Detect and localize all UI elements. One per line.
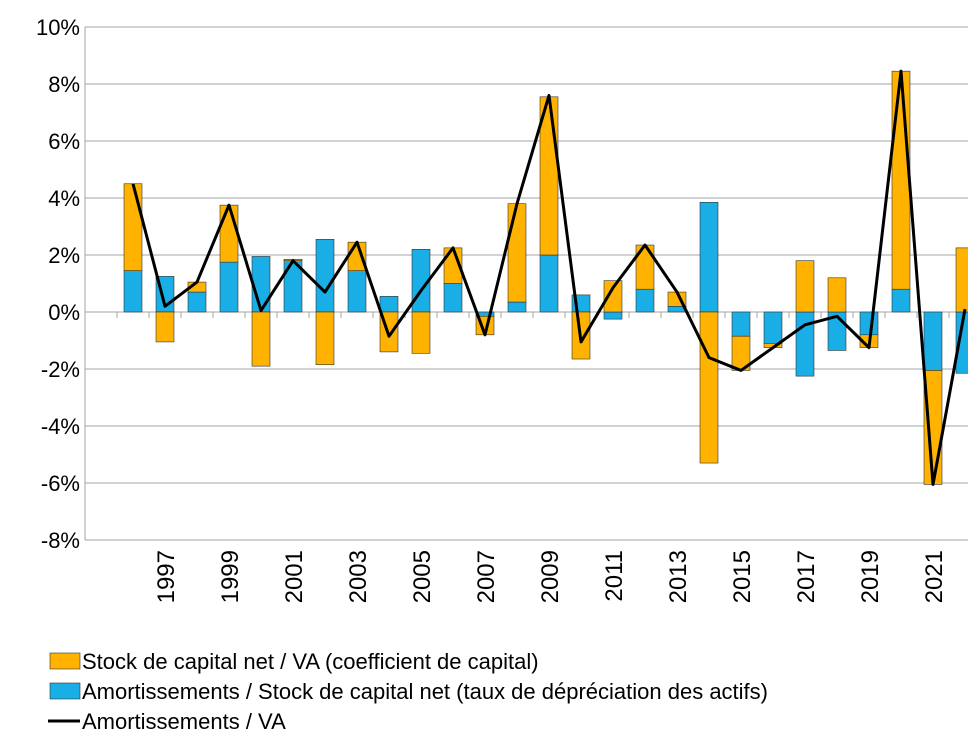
x-tick-label: 2009 [537, 550, 564, 603]
bar [603, 311, 623, 320]
bar [507, 301, 527, 313]
bar [155, 311, 175, 343]
bar [635, 288, 655, 313]
y-tick-label: 0% [48, 300, 80, 325]
x-tick-label: 1997 [153, 550, 180, 603]
y-tick-label: -6% [41, 471, 80, 496]
y-tick-label: 8% [48, 72, 80, 97]
y-tick-label: 6% [48, 129, 80, 154]
bar [795, 260, 815, 313]
bar [251, 311, 271, 367]
x-tick-label: 2007 [473, 550, 500, 603]
y-tick-label: -2% [41, 357, 80, 382]
x-tick-label: 2015 [729, 550, 756, 603]
y-tick-label: 4% [48, 186, 80, 211]
legend-label: Amortissements / Stock de capital net (t… [82, 679, 768, 704]
bar [827, 277, 847, 313]
bar [315, 239, 335, 313]
bar [443, 283, 463, 313]
legend-swatch [49, 682, 81, 700]
bar [699, 311, 719, 464]
x-tick-label: 2001 [281, 550, 308, 603]
legend-swatch [49, 652, 81, 670]
y-tick-label: -4% [41, 414, 80, 439]
bar [731, 311, 751, 337]
x-tick-label: 1999 [217, 550, 244, 603]
bar [411, 311, 431, 354]
x-tick-label: 2011 [601, 550, 628, 602]
bar [763, 311, 783, 344]
bar [379, 296, 399, 313]
bar [603, 280, 623, 313]
line [131, 69, 967, 486]
legend-label: Stock de capital net / VA (coefficient d… [82, 649, 539, 674]
bar [891, 70, 911, 290]
bar [251, 256, 271, 313]
x-tick-label: 2019 [857, 550, 884, 603]
bar [219, 204, 239, 263]
y-tick-label: 2% [48, 243, 80, 268]
bar [699, 201, 719, 313]
bar [123, 183, 143, 271]
x-tick-label: 2005 [409, 550, 436, 603]
bar [955, 247, 968, 313]
y-tick-label: -8% [41, 528, 80, 553]
bar [859, 311, 879, 336]
bar [923, 311, 943, 371]
bar [219, 261, 239, 313]
bar [315, 311, 335, 366]
bar [123, 270, 143, 313]
bar [507, 203, 527, 303]
bar [891, 288, 911, 313]
x-tick-label: 2017 [793, 550, 820, 603]
bar [347, 270, 367, 313]
bar [187, 291, 207, 313]
y-tick-label: 10% [36, 15, 80, 40]
bar [539, 254, 559, 313]
legend-label: Amortissements / VA [82, 709, 286, 734]
x-tick-label: 2021 [921, 550, 948, 603]
x-tick-label: 2013 [665, 550, 692, 603]
x-tick-label: 2003 [345, 550, 372, 603]
